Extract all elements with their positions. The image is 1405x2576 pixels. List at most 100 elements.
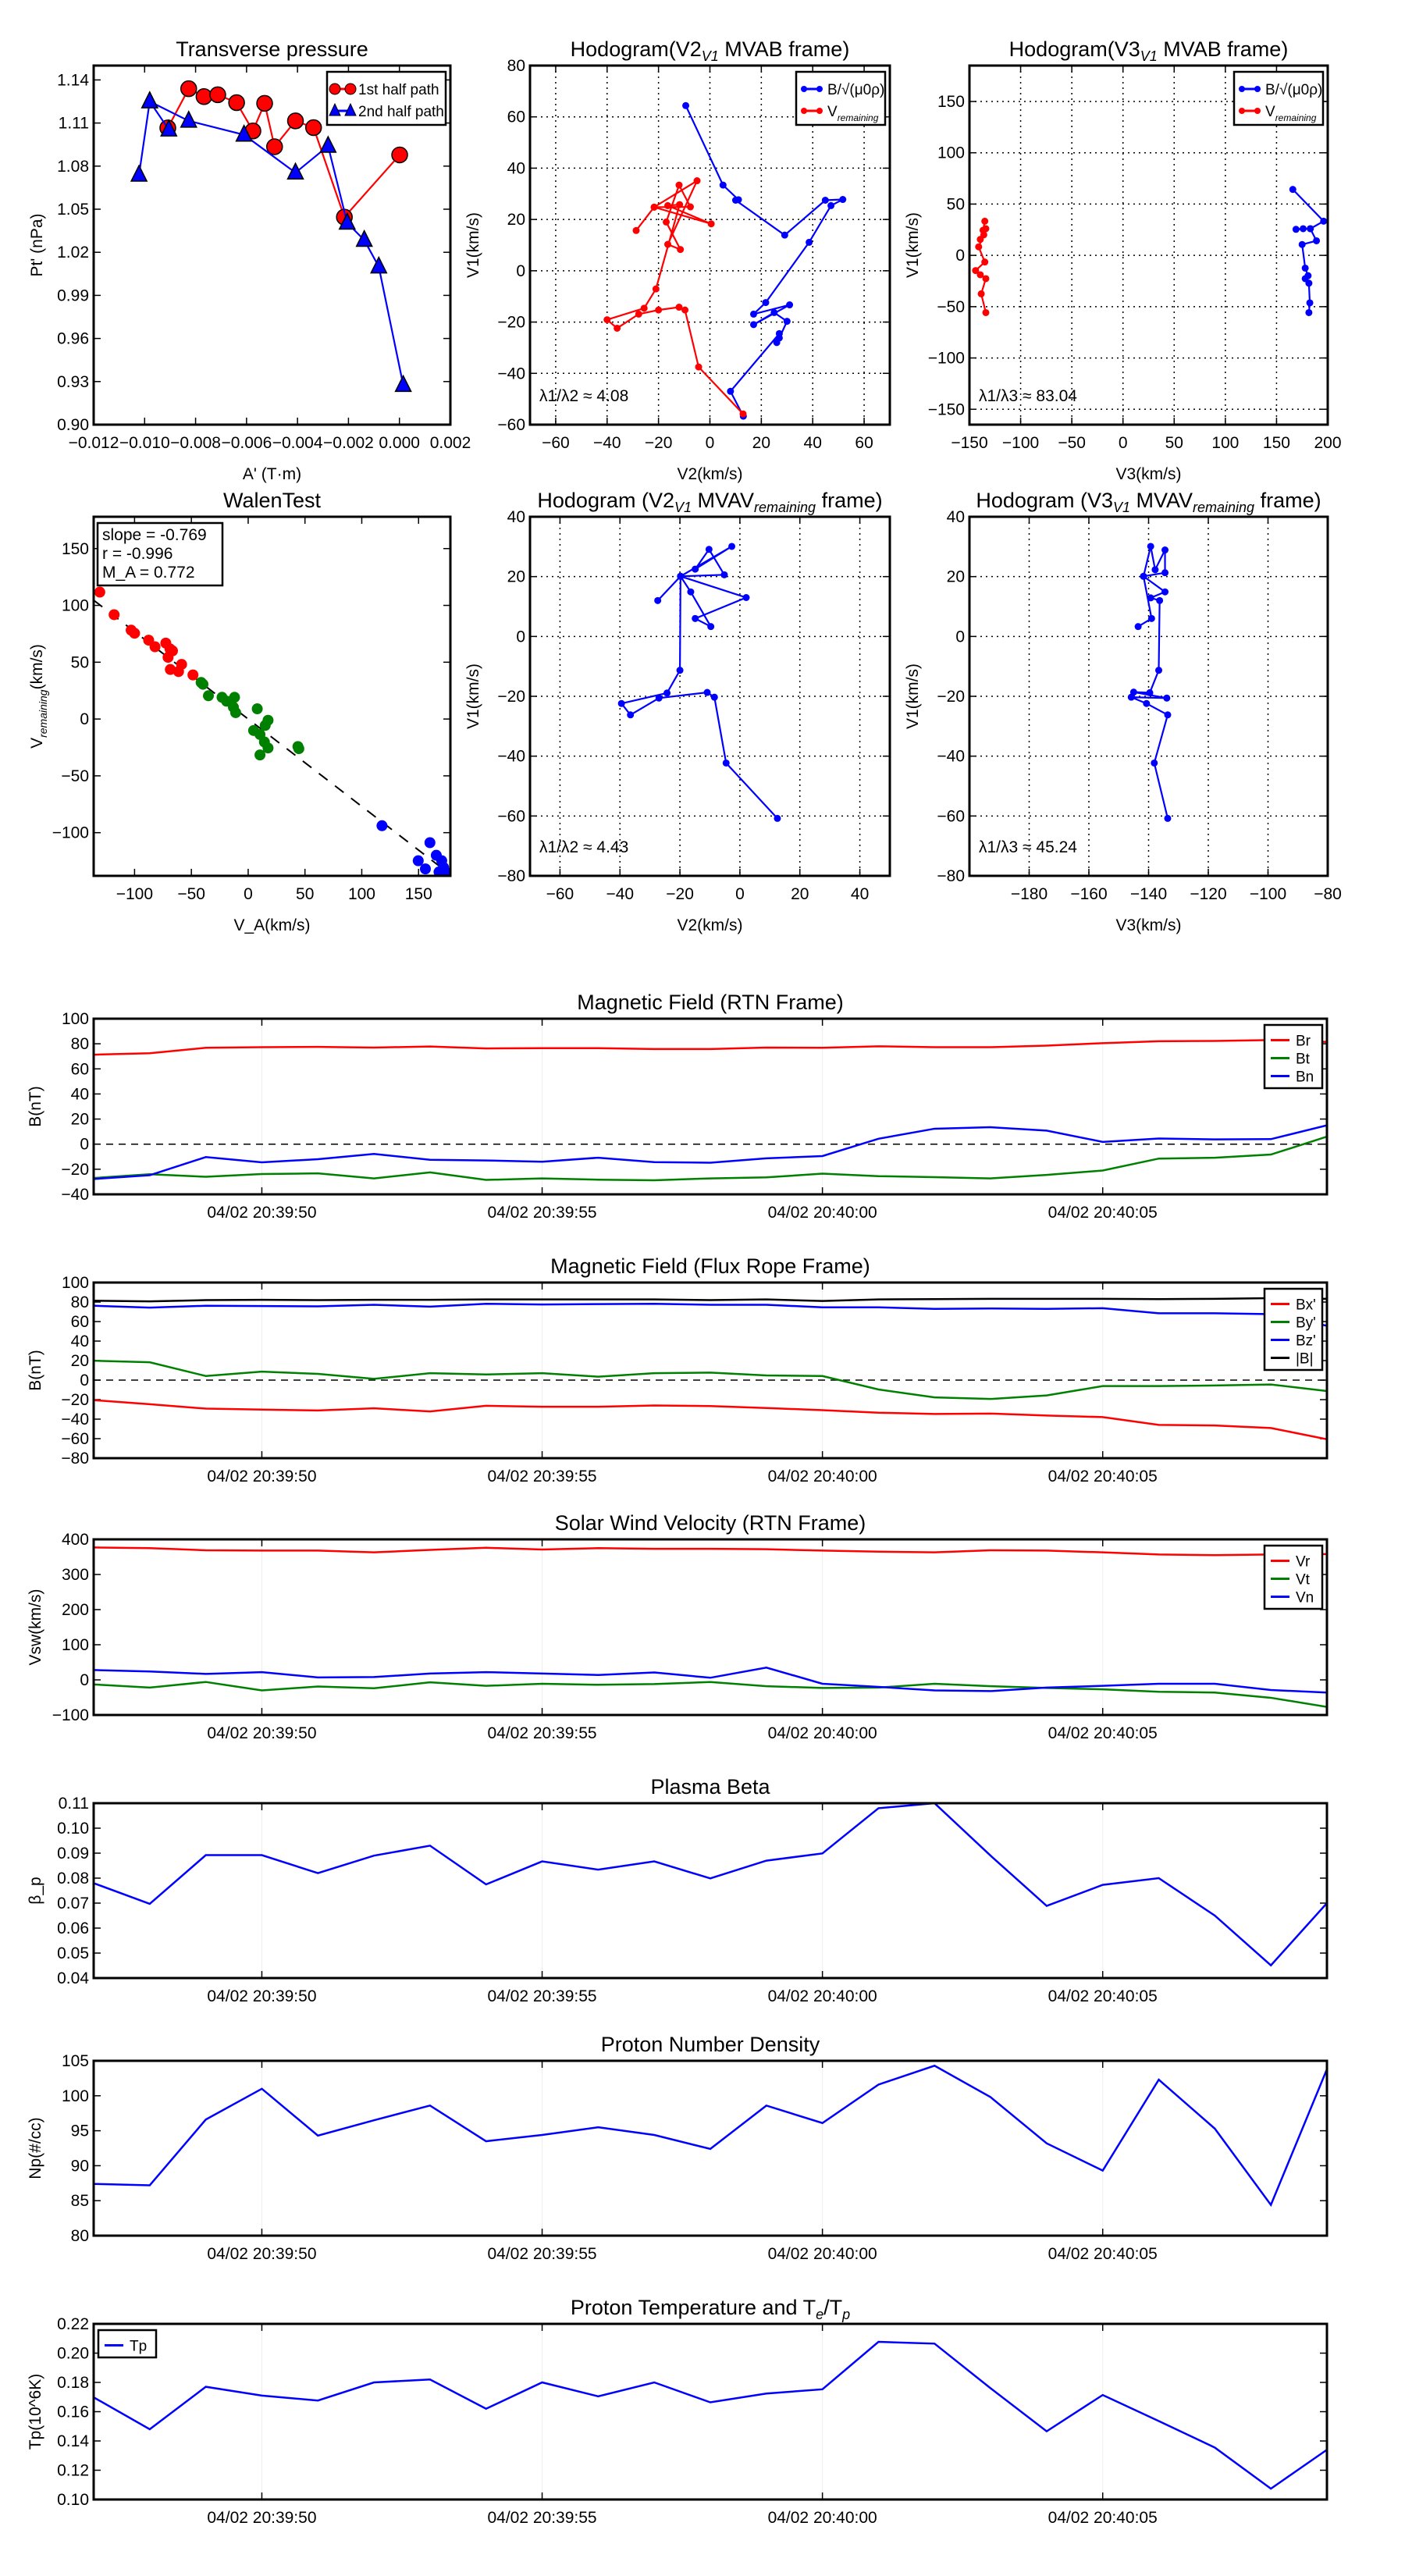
y-tick-label: 0.93 [57, 373, 89, 391]
x-tick-label: −60 [546, 885, 574, 903]
data-point [1140, 572, 1147, 580]
data-point [1313, 237, 1321, 244]
y-tick-label: 1.11 [59, 115, 89, 133]
x-tick-label: −0.012 [69, 434, 119, 452]
axes-frame [92, 1802, 1329, 1980]
data-point [286, 112, 304, 130]
x-tick-label: 150 [405, 885, 432, 903]
data-point [720, 571, 728, 578]
y-tick-label: −20 [61, 1161, 89, 1179]
legend-marker [801, 108, 807, 114]
data-point [663, 201, 671, 209]
x-tick-label: 200 [1314, 434, 1341, 452]
data-point [1305, 279, 1313, 287]
legend: B/√(μ0ρ) Vremaining​ [1232, 70, 1325, 126]
series-bz- [94, 1302, 1327, 1327]
data-point [1161, 569, 1169, 577]
chart-hodo_mvab_v2: Hodogram(V2V1​ MVAB frame) −60 −40 −20 0 20 40… [464, 37, 891, 483]
data-point [173, 666, 184, 678]
legend-marker [344, 83, 357, 95]
x-tick-label: 04/02 20:39:50 [207, 1724, 316, 1742]
y-tick-label: 95 [71, 2122, 89, 2140]
data-point [663, 218, 670, 226]
chart-title: Proton Number Density [601, 2033, 820, 2056]
x-tick-label: 0 [1119, 434, 1128, 452]
legend-marker [329, 83, 341, 95]
data-point [707, 623, 715, 631]
series-by- [94, 1359, 1327, 1400]
data-point [424, 837, 436, 849]
axes-frame [92, 515, 452, 877]
data-point [692, 565, 699, 573]
data-point [663, 240, 671, 248]
data-point [162, 652, 174, 664]
data-point [982, 225, 990, 233]
series-vr [94, 1546, 1327, 1557]
y-axis-label: V1(km/s) [464, 212, 482, 278]
data-point [603, 316, 611, 324]
y-tick-label: −20 [497, 314, 525, 332]
legend-marker [1254, 108, 1261, 114]
data-point [635, 310, 642, 318]
x-tick-label: −20 [645, 434, 673, 452]
y-tick-label: 0.11 [59, 1795, 89, 1813]
x-tick-label: −0.010 [119, 434, 170, 452]
x-tick-label: 04/02 20:40:05 [1048, 1987, 1158, 2005]
legend-box [795, 70, 887, 126]
legend-label: 2nd half path [358, 104, 444, 120]
y-tick-label: 1.08 [57, 158, 89, 176]
axes-frame [92, 1538, 1329, 1717]
axes-frame [92, 1281, 1329, 1460]
data-point [304, 119, 322, 137]
y-tick-label: 20 [507, 568, 525, 586]
data-point [677, 572, 685, 580]
data-point [338, 212, 357, 230]
data-point [140, 91, 159, 109]
chart-title: Hodogram(V3V1​ MVAB frame) [1009, 37, 1289, 64]
x-tick-label: −20 [666, 885, 694, 903]
x-tick-label: 04/02 20:40:05 [1048, 1468, 1158, 1485]
data-point [739, 410, 747, 418]
chart-walen: WalenTest −100 −50 0 50 100 150 −100 −50 0 50 100 15… [28, 489, 452, 934]
x-tick-label: 04/02 20:40:05 [1048, 2245, 1158, 2263]
data-point [129, 628, 140, 639]
x-tick-label: 04/02 20:40:00 [768, 2245, 877, 2263]
legend-label: Tp [130, 2339, 147, 2355]
data-point [391, 146, 408, 164]
y-axis-label: V1(km/s) [464, 664, 482, 729]
y-tick-label: 20 [71, 1111, 89, 1129]
series-line [94, 1302, 1327, 1327]
data-point [1151, 759, 1158, 767]
data-point [1298, 240, 1306, 248]
data-point [266, 138, 283, 155]
x-tick-label: 04/02 20:40:00 [768, 1468, 877, 1485]
chart-title: Solar Wind Velocity (RTN Frame) [555, 1511, 866, 1535]
data-point [1289, 186, 1297, 194]
x-tick-label: −50 [177, 885, 205, 903]
stats-box [96, 521, 224, 587]
data-point [1305, 308, 1313, 316]
y-tick-label: 100 [937, 144, 965, 162]
data-point [202, 690, 214, 702]
eigenvalue-ratio: λ1/λ3 ≈ 83.04 [979, 387, 1077, 405]
data-point [229, 692, 240, 703]
y-tick-label: 50 [947, 195, 965, 213]
y-tick-label: −20 [61, 1391, 89, 1409]
data-point [355, 229, 373, 247]
y-tick-label: 0.12 [57, 2462, 89, 2480]
y-axis-label: β_p [27, 1877, 44, 1904]
y-tick-label: 0.18 [57, 2374, 89, 2392]
x-tick-label: 0 [735, 885, 745, 903]
data-point [707, 220, 715, 228]
data-point [160, 119, 178, 137]
x-tick-label: 0.002 [430, 434, 471, 452]
x-axis-label: V2(km/s) [678, 916, 743, 934]
series-red [94, 586, 199, 681]
x-tick-label: 60 [855, 434, 873, 452]
x-tick-label: 0.000 [379, 434, 420, 452]
data-point [617, 699, 625, 707]
data-point [1155, 667, 1163, 674]
data-point [705, 546, 713, 553]
data-point [762, 299, 770, 307]
